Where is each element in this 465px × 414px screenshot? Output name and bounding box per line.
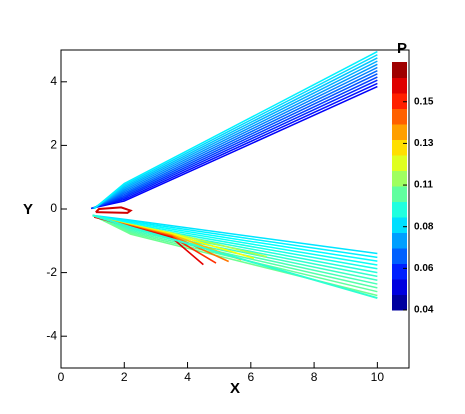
x-tick-label: 0 [58,370,65,384]
colorbar-band [392,248,407,264]
y-tick-label: -2 [46,265,57,279]
x-tick-label: 4 [184,370,191,384]
colorbar-band [392,62,407,78]
x-tick-label: 6 [247,370,254,384]
colorbar-band [392,170,407,187]
plot-frame [60,49,410,369]
colorbar-band [392,77,407,94]
colorbar-tick-label: 0.06 [414,263,434,274]
contour-line [92,69,378,210]
contour-line [94,50,378,209]
colorbar-tick-label: 0.04 [414,305,434,316]
colorbar-band [392,93,407,109]
colorbar-band [392,186,407,202]
y-axis-label: Y [23,201,33,218]
y-tick-label: -4 [46,328,57,342]
colorbar-band [392,232,407,249]
x-tick-label: 8 [311,370,318,384]
colorbar-band [392,108,407,125]
colorbar-tick-label: 0.15 [414,96,434,107]
colorbar-title: P [397,40,407,57]
x-tick-label: 2 [121,370,128,384]
colorbar-band [392,124,407,140]
colorbar-tick-label: 0.13 [414,138,434,149]
contour-line [95,206,133,214]
y-tick-label: 4 [50,74,57,88]
y-tick-label: 0 [50,201,57,215]
colorbar-band [392,139,407,156]
colorbar-tick-label: 0.11 [414,180,433,191]
colorbar-band [392,294,407,311]
colorbar-band [392,279,407,295]
y-tick-label: 2 [50,138,57,152]
colorbar-tick-label: 0.08 [414,221,434,232]
x-axis-label: X [230,380,240,397]
colorbar-band [392,263,407,280]
x-tick-label: 10 [371,370,385,384]
colorbar-band [392,155,407,171]
contour-line [92,214,378,300]
colorbar-band [392,217,407,233]
colorbar-band [392,201,407,218]
